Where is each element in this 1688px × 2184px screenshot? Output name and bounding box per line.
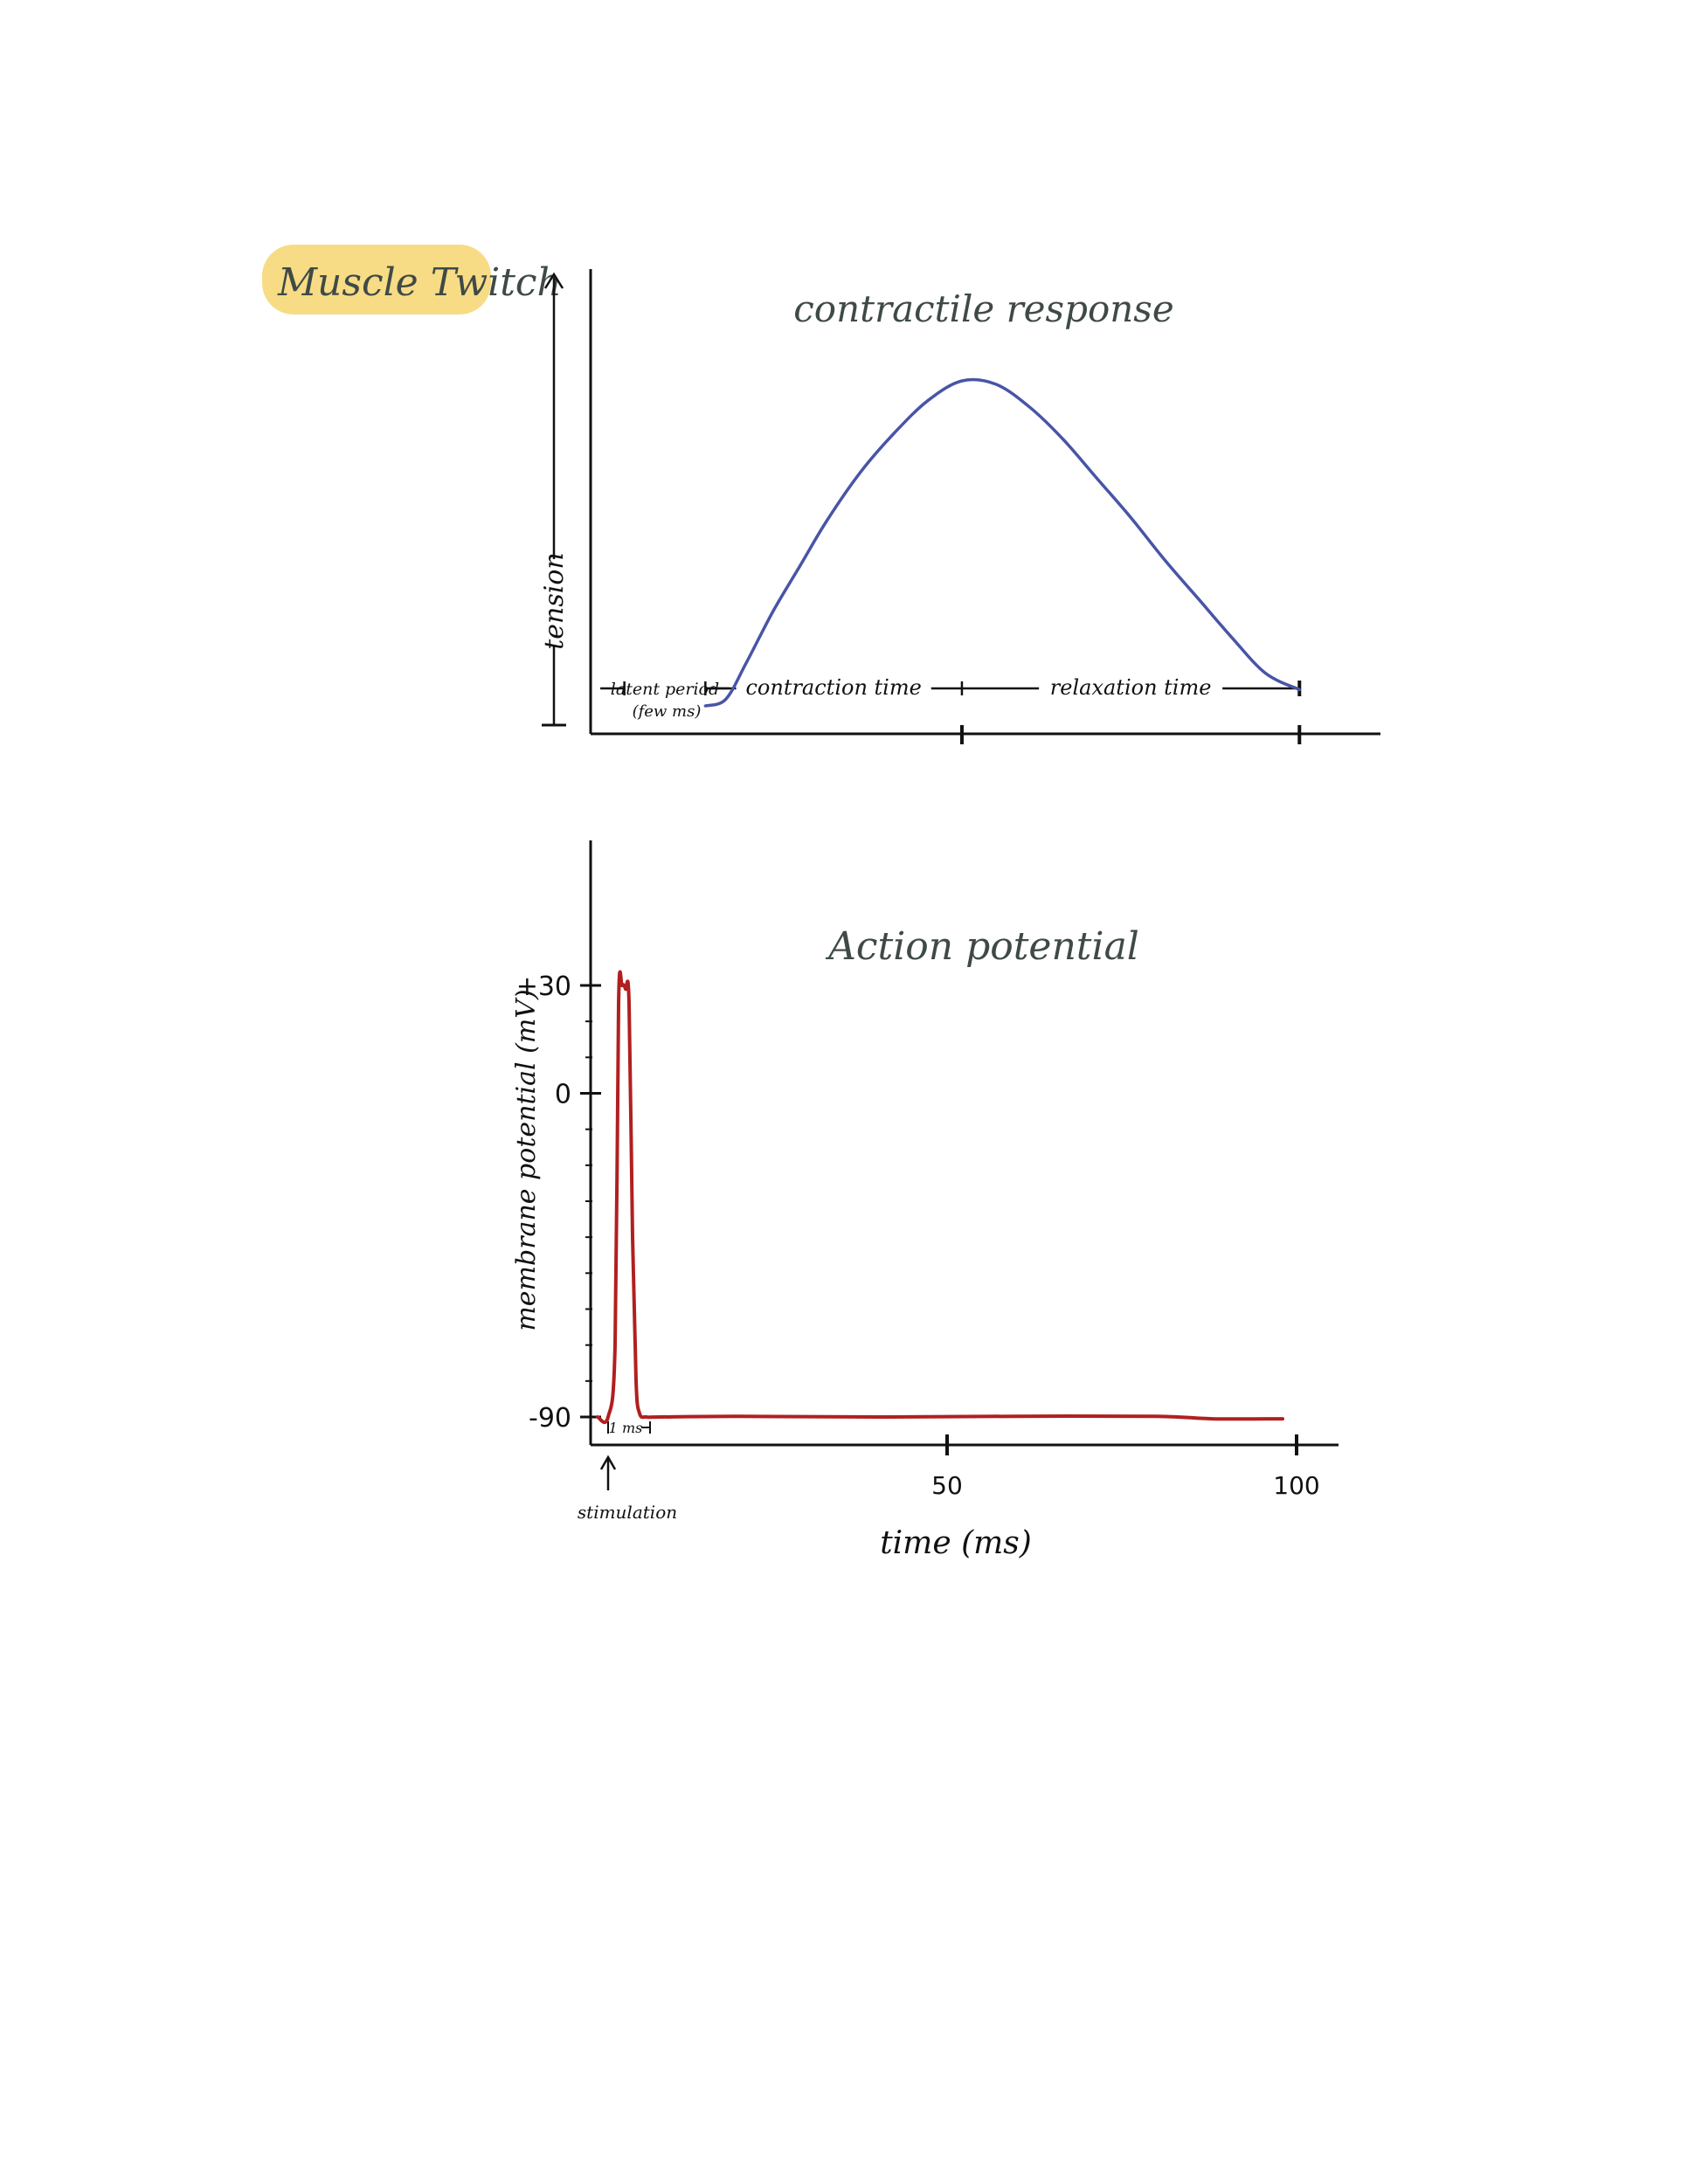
stimulation-label: stimulation [578, 1502, 677, 1523]
action-potential-chart: Action potential +30 0 -90 membrane potent… [511, 840, 1339, 1561]
chart2-x-tick-label: 100 [1273, 1471, 1319, 1500]
up-arrowhead-icon [599, 1455, 617, 1470]
title-group: Muscle Twitch [262, 245, 562, 314]
title-highlight [262, 245, 491, 314]
chart2-x-ticks: 50 100 [931, 1434, 1320, 1500]
chart1-x-ticks [959, 725, 1302, 744]
phase-label: latent period [611, 680, 719, 699]
chart2-x-tick-label: 50 [931, 1471, 963, 1500]
chart2-annotations: 1 ms stimulation [578, 1420, 677, 1523]
phase-label: relaxation time [1050, 675, 1212, 700]
page-title: Muscle Twitch [277, 260, 562, 305]
phase-label: contraction time [745, 675, 921, 700]
chart2-y-tick-label: 0 [555, 1080, 571, 1110]
chart2-y-minor-ticks [585, 1020, 592, 1382]
action-potential-curve [596, 970, 1284, 1425]
chart2-y-tick-label: +30 [516, 971, 571, 1002]
chart2-xlabel: time (ms) [880, 1525, 1032, 1561]
chart1-title: contractile response [793, 287, 1173, 330]
phase-sublabel: (few ms) [633, 702, 702, 721]
chart2-title: Action potential [825, 924, 1139, 969]
chart2-y-ticks: +30 0 -90 [516, 971, 601, 1434]
chart1-ylabel-arrow [542, 272, 566, 727]
chart2-y-tick-label: -90 [529, 1403, 571, 1434]
ms-bracket-label: 1 ms [609, 1420, 643, 1436]
contraction-curve [703, 377, 1302, 708]
contractile-response-chart: contractile response tension latent peri… [539, 269, 1380, 744]
chart1-ylabel: tension [539, 552, 570, 650]
up-arrowhead-icon [543, 272, 564, 289]
chart2-ylabel: membrane potential (mV) [511, 989, 542, 1330]
chart1-phase-annotations: latent period (few ms) contraction time rel… [600, 675, 1302, 721]
